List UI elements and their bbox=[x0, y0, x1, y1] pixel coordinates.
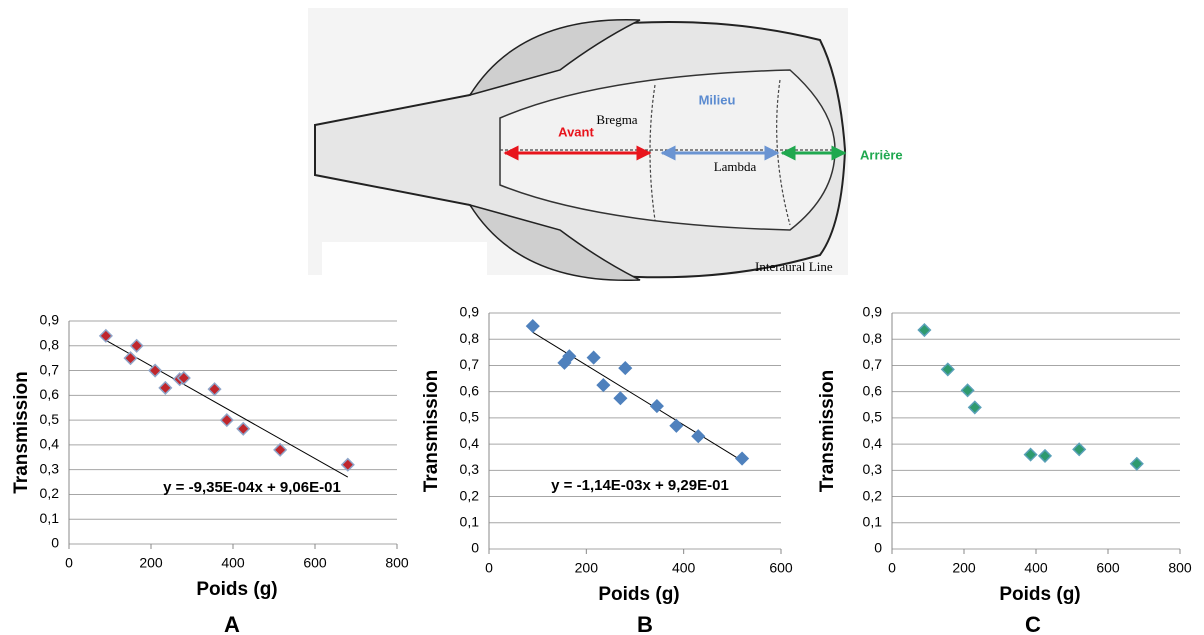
y-tick-label: 0,5 bbox=[863, 409, 883, 425]
data-point bbox=[340, 457, 355, 472]
data-point bbox=[967, 400, 982, 415]
data-point bbox=[273, 442, 288, 457]
panel-label: C bbox=[1025, 612, 1041, 635]
x-tick-label: 200 bbox=[575, 560, 599, 576]
data-point bbox=[940, 362, 955, 377]
trendline bbox=[532, 331, 743, 462]
y-tick-label: 0,4 bbox=[863, 435, 883, 451]
label-avant: Avant bbox=[558, 124, 594, 139]
scatter-chart: 0 0,1 0,2 0,3 0,4 0,5 0,6 0,7 0,8 0,9 0 200 400 600 80… bbox=[11, 312, 409, 635]
x-tick-label: 0 bbox=[485, 560, 493, 576]
label-lambda: Lambda bbox=[714, 159, 757, 174]
y-tick-label: 0,4 bbox=[40, 436, 60, 452]
x-axis-title: Poids (g) bbox=[999, 584, 1080, 605]
data-point bbox=[735, 451, 750, 466]
data-point bbox=[176, 370, 191, 386]
y-tick-label: 0,8 bbox=[460, 330, 480, 346]
y-tick-label: 0,8 bbox=[40, 336, 60, 352]
data-point bbox=[525, 319, 540, 334]
label-bregma: Bregma bbox=[596, 112, 637, 127]
y-tick-label: 0,2 bbox=[460, 487, 480, 503]
trendline bbox=[105, 339, 349, 478]
x-tick-label: 400 bbox=[1024, 560, 1048, 576]
y-tick-label: 0,4 bbox=[460, 435, 480, 451]
scatter-chart: 0 0,1 0,2 0,3 0,4 0,5 0,6 0,7 0,8 0,9 0 200 400 600 Tr… bbox=[421, 304, 793, 635]
y-tick-label: 0 bbox=[874, 540, 882, 556]
label-milieu: Milieu bbox=[699, 92, 736, 107]
trendline-equation: y = -9,35E-04x + 9,06E-01 bbox=[163, 479, 341, 496]
y-tick-label: 0,6 bbox=[460, 382, 480, 398]
data-point bbox=[1129, 456, 1144, 471]
y-axis-title: Transmission bbox=[421, 370, 442, 493]
x-axis-title: Poids (g) bbox=[196, 579, 277, 600]
data-point bbox=[596, 378, 611, 393]
data-point bbox=[917, 322, 932, 338]
data-point bbox=[148, 363, 163, 378]
data-point bbox=[1072, 442, 1087, 457]
skull-drawing: Milieu Bregma Avant Lambda Arrière Inter… bbox=[308, 8, 903, 282]
data-point bbox=[129, 338, 144, 353]
x-tick-label: 600 bbox=[303, 555, 327, 571]
y-tick-label: 0,3 bbox=[40, 460, 60, 476]
label-arriere: Arrière bbox=[860, 147, 903, 162]
x-tick-label: 200 bbox=[952, 560, 976, 576]
y-tick-label: 0,3 bbox=[460, 461, 480, 477]
x-tick-label: 0 bbox=[65, 555, 73, 571]
data-point bbox=[1037, 448, 1053, 463]
x-tick-label: 0 bbox=[888, 560, 896, 576]
y-tick-label: 0 bbox=[51, 535, 59, 551]
data-point bbox=[691, 429, 706, 444]
y-tick-label: 0 bbox=[471, 540, 479, 556]
y-tick-label: 0,5 bbox=[460, 409, 480, 425]
data-point bbox=[98, 328, 113, 343]
x-axis-title: Poids (g) bbox=[598, 584, 679, 605]
scatter-chart: 0 0,1 0,2 0,3 0,4 0,5 0,6 0,7 0,8 0,9 0 200 400 600 80… bbox=[817, 304, 1192, 635]
y-tick-label: 0,3 bbox=[863, 461, 883, 477]
data-point bbox=[586, 350, 601, 365]
y-axis-title: Transmission bbox=[11, 371, 32, 494]
label-interaural: Interaural Line bbox=[755, 259, 833, 274]
y-tick-label: 0,7 bbox=[40, 361, 60, 377]
y-tick-label: 0,1 bbox=[40, 510, 60, 526]
y-tick-label: 0,5 bbox=[40, 411, 60, 427]
data-point bbox=[649, 399, 664, 414]
y-tick-label: 0,8 bbox=[863, 330, 883, 346]
x-tick-label: 400 bbox=[221, 555, 245, 571]
y-tick-label: 0,1 bbox=[863, 513, 883, 529]
y-tick-label: 0,7 bbox=[460, 356, 480, 372]
data-point bbox=[236, 421, 251, 436]
data-point bbox=[158, 380, 173, 395]
x-tick-label: 600 bbox=[1096, 560, 1120, 576]
x-tick-label: 800 bbox=[385, 555, 409, 571]
x-tick-label: 200 bbox=[139, 555, 163, 571]
data-point bbox=[219, 413, 234, 428]
y-tick-label: 0,1 bbox=[460, 513, 480, 529]
y-tick-label: 0,6 bbox=[863, 382, 883, 398]
data-point bbox=[669, 418, 684, 433]
y-tick-label: 0,9 bbox=[863, 304, 883, 320]
x-tick-label: 600 bbox=[769, 560, 793, 576]
x-tick-label: 800 bbox=[1168, 560, 1192, 576]
data-point bbox=[207, 382, 222, 397]
y-tick-label: 0,2 bbox=[40, 485, 60, 501]
y-tick-label: 0,9 bbox=[460, 304, 480, 320]
y-tick-label: 0,9 bbox=[40, 312, 60, 328]
data-point bbox=[618, 361, 633, 376]
y-tick-label: 0,7 bbox=[863, 356, 883, 372]
panel-label: B bbox=[637, 612, 653, 635]
trendline-equation: y = -1,14E-03x + 9,29E-01 bbox=[551, 477, 729, 494]
data-point bbox=[613, 391, 628, 406]
y-tick-label: 0,2 bbox=[863, 487, 883, 503]
y-tick-label: 0,6 bbox=[40, 386, 60, 402]
x-tick-label: 400 bbox=[672, 560, 696, 576]
data-point bbox=[1023, 447, 1038, 462]
panel-label: A bbox=[224, 612, 240, 635]
data-point bbox=[123, 351, 138, 366]
y-axis-title: Transmission bbox=[817, 370, 838, 493]
data-point bbox=[562, 349, 577, 364]
data-point bbox=[960, 383, 975, 398]
